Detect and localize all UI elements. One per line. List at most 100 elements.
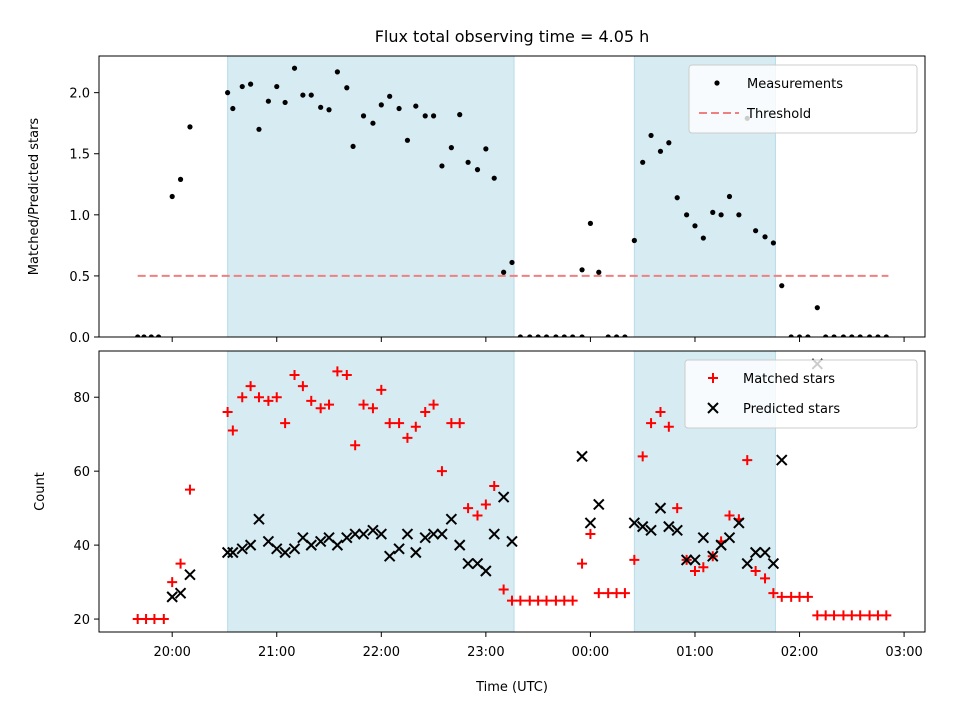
legend-frame	[684, 359, 918, 429]
predicted-star-marker	[593, 498, 605, 511]
measurement-point	[387, 93, 393, 99]
predicted-star-marker	[628, 517, 641, 529]
matched-star-marker	[463, 503, 474, 514]
matched-star-marker	[611, 588, 622, 599]
measurement-point	[422, 113, 428, 119]
measurement-point	[527, 334, 533, 337]
predicted-star-marker	[749, 546, 762, 559]
predicted-star-marker	[480, 565, 492, 577]
measurement-point	[404, 137, 411, 143]
measurement-point	[613, 334, 620, 337]
matched-star-marker	[222, 407, 233, 418]
predicted-star-marker	[697, 532, 710, 544]
measurement-point	[291, 65, 298, 71]
measurement-point	[457, 112, 463, 118]
predicted-star-marker	[221, 546, 234, 559]
matched-star-marker	[533, 595, 544, 606]
series-predicted-stars	[166, 358, 824, 603]
measurement-point	[256, 126, 262, 132]
measurement-point	[596, 269, 602, 275]
measurement-point	[230, 105, 236, 112]
matched-star-marker	[698, 562, 709, 573]
matched-star-marker	[237, 392, 248, 403]
measurement-point	[517, 334, 523, 337]
matched-star-marker	[297, 381, 308, 392]
y-tick-label: 20	[73, 613, 90, 628]
measurement-point	[155, 334, 162, 337]
measurement-point	[187, 124, 193, 130]
measurement-point	[631, 237, 637, 244]
measurement-point	[135, 334, 141, 337]
matched-star-marker	[350, 440, 361, 451]
measurement-point	[700, 235, 706, 241]
measurement-point	[239, 83, 245, 90]
legend-label: Measurements	[747, 77, 843, 92]
measurement-point	[553, 334, 559, 337]
measurement-point	[474, 167, 481, 173]
measurement-point	[360, 113, 367, 119]
x-tick-label: 22:00	[363, 645, 400, 660]
matched-star-marker	[603, 588, 614, 599]
measurement-point	[274, 83, 280, 90]
predicted-star-marker	[654, 502, 667, 514]
measurement-point	[753, 228, 759, 234]
matched-star-marker	[324, 399, 335, 410]
predicted-star-marker	[236, 543, 248, 555]
matched-star-marker	[855, 610, 866, 621]
legend-matched-marker	[708, 373, 718, 383]
legend-label: Matched stars	[743, 372, 835, 387]
figure-title: Flux total observing time = 4.05 h	[375, 27, 650, 46]
legend-measurements-marker	[714, 80, 720, 86]
predicted-star-marker	[271, 543, 283, 555]
predicted-star-marker	[506, 535, 518, 548]
predicted-star-marker	[497, 491, 510, 503]
y-tick-label: 2.0	[69, 87, 90, 102]
predicted-star-marker	[436, 528, 448, 540]
predicted-star-marker	[393, 543, 405, 555]
predicted-star-marker	[733, 517, 745, 529]
predicted-star-marker	[357, 528, 370, 540]
predicted-star-marker	[410, 546, 422, 559]
predicted-star-marker	[689, 554, 701, 566]
measurement-point	[849, 334, 855, 337]
matched-star-marker	[410, 421, 421, 432]
predicted-star-marker	[341, 532, 353, 544]
measurement-point	[657, 148, 664, 154]
measurement-point	[840, 334, 847, 337]
matched-star-marker	[384, 418, 395, 429]
measurement-point	[141, 334, 147, 337]
matched-star-marker	[420, 407, 431, 418]
predicted-star-marker	[767, 557, 780, 570]
predicted-star-marker	[349, 528, 361, 540]
matched-star-marker	[524, 595, 535, 606]
matched-star-marker	[820, 610, 831, 621]
x-tick-label: 01:00	[676, 645, 713, 660]
matched-star-marker	[271, 392, 282, 403]
measurement-point	[318, 104, 324, 110]
matched-star-marker	[227, 425, 238, 436]
predicted-star-marker	[401, 528, 414, 540]
measurement-point	[148, 334, 154, 337]
matched-star-marker	[253, 392, 264, 403]
measurement-point	[334, 69, 340, 75]
matched-star-marker	[402, 432, 413, 443]
y-tick-label: 0.5	[69, 270, 90, 285]
predicted-star-marker	[723, 532, 736, 544]
legend: Measurements Threshold	[688, 64, 918, 134]
measurement-point	[509, 259, 515, 266]
measurement-point	[587, 220, 594, 226]
predicted-star-marker	[253, 513, 265, 525]
measurement-point	[762, 234, 768, 240]
measurement-point	[823, 334, 829, 337]
measurement-point	[666, 140, 672, 146]
matched-star-marker	[812, 610, 823, 621]
measurement-point	[491, 175, 497, 181]
matched-star-marker	[141, 614, 152, 625]
matched-star-marker	[358, 399, 369, 410]
legend-predicted-marker	[707, 402, 719, 414]
matched-star-marker	[872, 610, 883, 621]
x-tick-label: 20:00	[153, 645, 190, 660]
measurement-point	[805, 334, 811, 337]
matched-star-marker	[184, 484, 195, 495]
measurement-point	[684, 212, 690, 218]
